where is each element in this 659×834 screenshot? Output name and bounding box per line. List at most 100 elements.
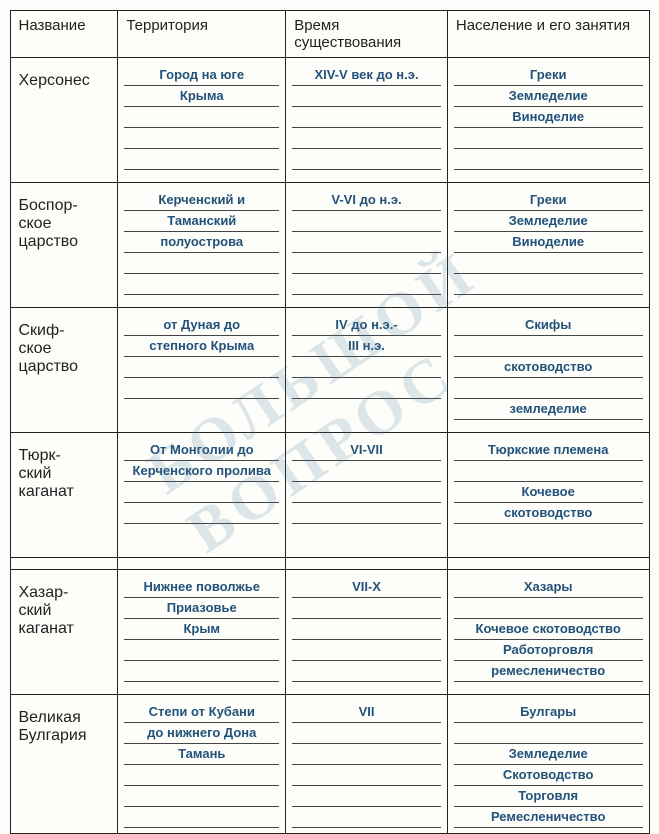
gap-cell (10, 558, 118, 570)
fill-line (292, 483, 441, 503)
fill-line (124, 483, 279, 503)
fill-line (454, 254, 643, 274)
fill-line: полуострова (124, 233, 279, 253)
table-row: Тюрк-скийкаганатОт Монголии доКерченског… (10, 433, 649, 558)
gap-row (10, 558, 649, 570)
fill-line (292, 254, 441, 274)
fill-line: Торговля (454, 787, 643, 807)
fill-line (292, 766, 441, 786)
fill-line (454, 129, 643, 149)
fill-line: III н.э. (292, 337, 441, 357)
fill-line: Работорговля (454, 641, 643, 661)
fill-line: Виноделие (454, 233, 643, 253)
fill-line: XIV-V век до н.э. (292, 66, 441, 86)
table-row: Скиф-скоецарствоот Дуная достепного Крым… (10, 308, 649, 433)
territory-cell: От Монголии доКерченского пролива (118, 433, 286, 558)
fill-line: V-VI до н.э. (292, 191, 441, 211)
fill-line (292, 745, 441, 765)
fill-line: Кочевое (454, 483, 643, 503)
fill-line (292, 787, 441, 807)
fill-line (454, 462, 643, 482)
fill-line: земледелие (454, 400, 643, 420)
table-row: Хазар-скийкаганатНижнее поволжьеПриазовь… (10, 570, 649, 695)
time-cell: XIV-V век до н.э. (286, 58, 448, 183)
fill-line (454, 599, 643, 619)
fill-line: Ремесленичество (454, 808, 643, 828)
fill-line: ремесленичество (454, 662, 643, 682)
fill-line (292, 87, 441, 107)
fill-line: Тюркские племена (454, 441, 643, 461)
fill-line: от Дуная до (124, 316, 279, 336)
header-population: Население и его занятия (447, 11, 649, 58)
fill-line (292, 724, 441, 744)
fill-line (124, 662, 279, 682)
time-cell: VII-X (286, 570, 448, 695)
fill-line (124, 641, 279, 661)
fill-line: скотоводство (454, 504, 643, 524)
fill-line (124, 108, 279, 128)
population-cell: ГрекиЗемледелиеВиноделие (447, 183, 649, 308)
fill-line: Таманский (124, 212, 279, 232)
territory-cell: Нижнее поволжьеПриазовьеКрым (118, 570, 286, 695)
row-name-cell: ВеликаяБулгария (10, 695, 118, 834)
fill-line: Керченского пролива (124, 462, 279, 482)
fill-line (124, 808, 279, 828)
territory-cell: Город на югеКрыма (118, 58, 286, 183)
fill-line: степного Крыма (124, 337, 279, 357)
fill-line (292, 129, 441, 149)
fill-line (292, 233, 441, 253)
territory-cell: от Дуная достепного Крыма (118, 308, 286, 433)
fill-line: Степи от Кубани (124, 703, 279, 723)
row-name-cell: Тюрк-скийкаганат (10, 433, 118, 558)
table-row: ВеликаяБулгарияСтепи от Кубанидо нижнего… (10, 695, 649, 834)
gap-cell (118, 558, 286, 570)
fill-line (124, 504, 279, 524)
fill-line (124, 379, 279, 399)
fill-line (292, 108, 441, 128)
fill-line: Земледелие (454, 87, 643, 107)
population-cell: Тюркские племена Кочевоескотоводство (447, 433, 649, 558)
fill-line: Булгары (454, 703, 643, 723)
time-cell: V-VI до н.э. (286, 183, 448, 308)
fill-line (292, 662, 441, 682)
time-cell: IV до н.э.-III н.э. (286, 308, 448, 433)
row-name-cell: Боспор-скоецарство (10, 183, 118, 308)
fill-line (124, 254, 279, 274)
fill-line (292, 620, 441, 640)
fill-line: VII-X (292, 578, 441, 598)
fill-line (292, 641, 441, 661)
population-cell: ХазарыКочевое скотоводствоРаботорговляре… (447, 570, 649, 695)
fill-line: Приазовье (124, 599, 279, 619)
fill-line: Хазары (454, 578, 643, 598)
header-row: Название Территория Время существования … (10, 11, 649, 58)
gap-cell (286, 558, 448, 570)
territory-cell: Степи от Кубанидо нижнего ДонаТамань (118, 695, 286, 834)
fill-line: Греки (454, 66, 643, 86)
fill-line (454, 150, 643, 170)
fill-line (454, 337, 643, 357)
row-name-cell: Хазар-скийкаганат (10, 570, 118, 695)
territory-cell: Керченский иТаманскийполуострова (118, 183, 286, 308)
fill-line: Нижнее поволжье (124, 578, 279, 598)
fill-line: Тамань (124, 745, 279, 765)
fill-line: VI-VII (292, 441, 441, 461)
fill-line (454, 379, 643, 399)
fill-line (454, 724, 643, 744)
fill-line: VII (292, 703, 441, 723)
row-name-cell: Херсонес (10, 58, 118, 183)
fill-line (292, 275, 441, 295)
fill-line: От Монголии до (124, 441, 279, 461)
fill-line: Скотоводство (454, 766, 643, 786)
fill-line (124, 275, 279, 295)
time-cell: VI-VII (286, 433, 448, 558)
header-time: Время существования (286, 11, 448, 58)
population-cell: Скифыскотоводствоземледелие (447, 308, 649, 433)
gap-cell (447, 558, 649, 570)
fill-line (292, 808, 441, 828)
fill-line: до нижнего Дона (124, 724, 279, 744)
fill-line (124, 787, 279, 807)
fill-line: Керченский и (124, 191, 279, 211)
fill-line: Город на юге (124, 66, 279, 86)
fill-line: Греки (454, 191, 643, 211)
fill-line: скотоводство (454, 358, 643, 378)
